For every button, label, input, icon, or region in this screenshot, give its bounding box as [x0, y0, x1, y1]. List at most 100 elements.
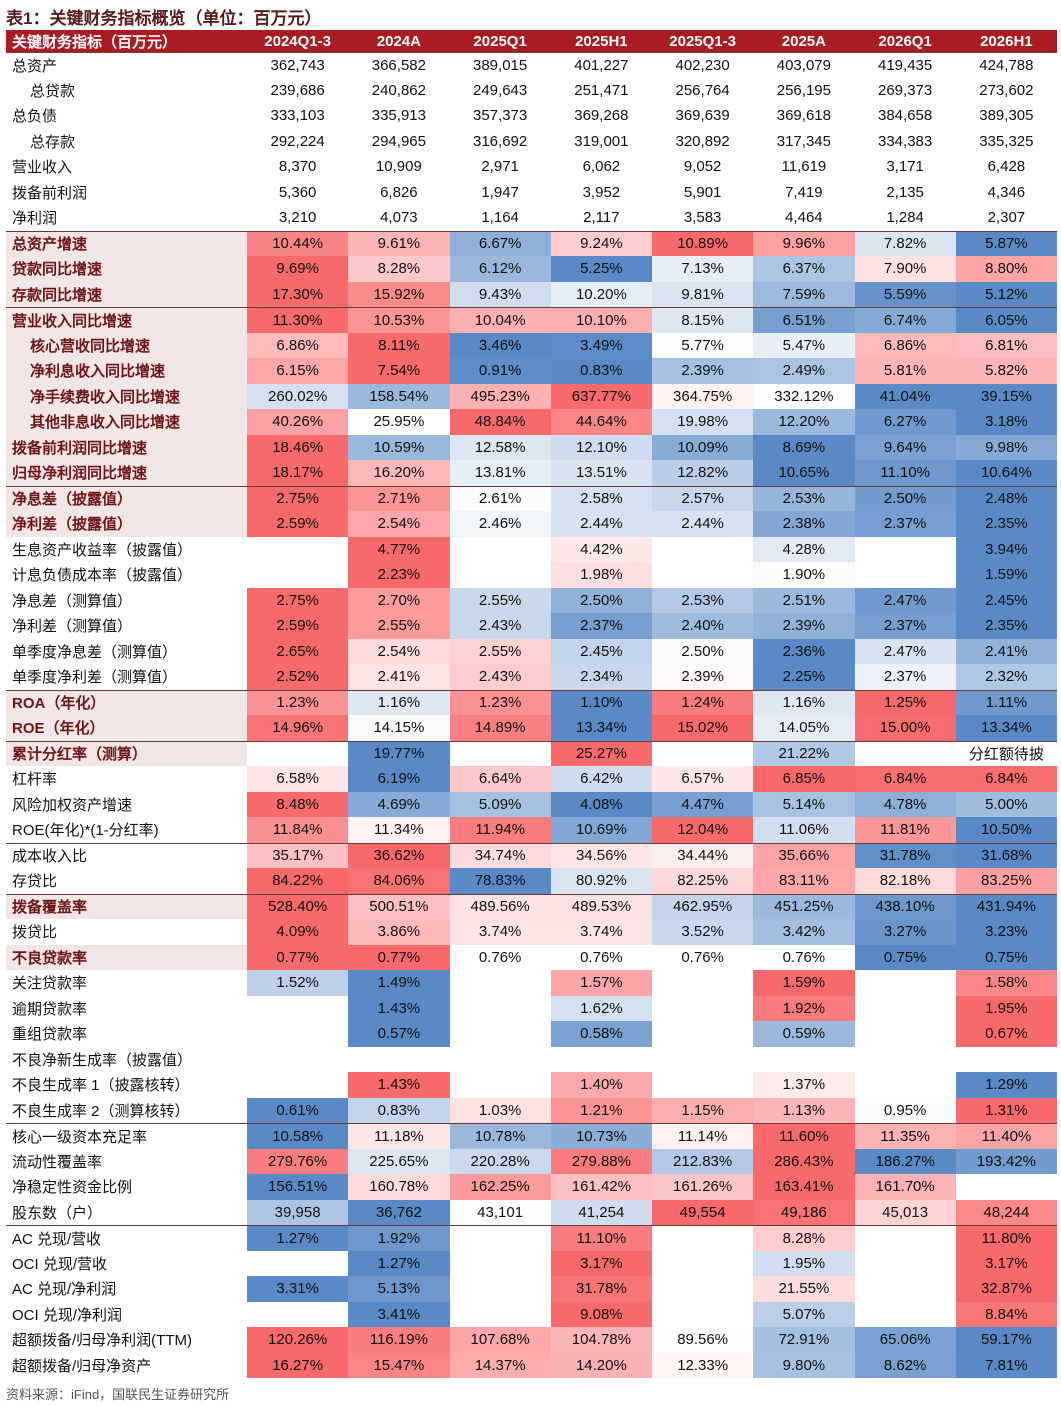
value-cell: 3.86% — [348, 919, 450, 945]
value-cell: 11.18% — [348, 1124, 450, 1149]
header-cell: 2024A — [376, 32, 421, 50]
table-row: 单季度净利差（测算值） 2.52% 2.41% 2.43% 2.34% 2.39% 2.25… — [6, 664, 1057, 690]
value-cell: 1.31% — [955, 1097, 1057, 1123]
value-cell — [652, 1226, 753, 1251]
value-cell: 0.76% — [753, 944, 855, 970]
table-row: 存贷比 84.22% 84.06% 78.83% 80.92% 82.25% 83.11% 8… — [6, 868, 1057, 894]
value-cell: 83.25% — [955, 868, 1057, 894]
value-cell: 6.42% — [550, 766, 652, 792]
value-cell: 11.06% — [753, 817, 855, 843]
table-row: 核心一级资本充足率 10.58% 11.18% 10.78% 10.73% 11.14% 1… — [6, 1123, 1057, 1149]
value-cell: 1.23% — [247, 690, 349, 715]
value-cell: 2.37% — [854, 511, 956, 537]
value-cell: 78.83% — [449, 868, 551, 894]
value-cell: 21.55% — [753, 1276, 855, 1302]
source-note: 资料来源：iFind，国联民生证券研究所 — [6, 1387, 230, 1402]
value-cell: 3,583 — [683, 209, 722, 227]
value-cell — [247, 1072, 348, 1098]
table-row: 营业收入 8,370 10,909 2,971 6,062 9,052 11,619 3,17… — [6, 154, 1057, 180]
value-cell: 2.71% — [348, 486, 450, 511]
row-label: 营业收入同比增速 — [6, 308, 247, 333]
value-cell: 11.80% — [955, 1226, 1057, 1251]
row-label: 单季度净利差（测算值） — [12, 669, 178, 687]
value-cell: 4.42% — [550, 536, 652, 562]
row-label: ROA（年化） — [6, 690, 247, 715]
value-cell: 34.44% — [652, 843, 754, 868]
value-cell: 2.32% — [955, 664, 1057, 690]
value-cell: 1.92% — [348, 1226, 450, 1251]
value-cell: 2.39% — [652, 664, 754, 690]
row-label: 净利息收入同比增速 — [6, 358, 247, 384]
value-cell: 3,171 — [886, 158, 924, 176]
table-row: OCI 兑现/净利润 3.41% 9.08% 5.07% 8.84% — [6, 1301, 1057, 1327]
value-cell — [652, 1072, 753, 1098]
value-cell — [855, 1021, 956, 1047]
row-label: 拨备前利润 — [12, 184, 88, 202]
value-cell: 6,428 — [987, 158, 1026, 176]
value-cell: 279.76% — [247, 1148, 349, 1174]
value-cell: 10,909 — [375, 158, 422, 176]
value-cell: 8.11% — [348, 332, 450, 358]
value-cell: 389,015 — [473, 56, 528, 74]
value-cell: 5.25% — [550, 256, 652, 282]
header-cell: 2025A — [781, 32, 826, 50]
value-cell: 3,210 — [278, 209, 317, 227]
table-row: 其他非息收入同比增速 40.26% 25.95% 48.84% 44.64% 19.98%… — [6, 409, 1057, 435]
value-cell: 6.05% — [955, 308, 1057, 333]
value-cell: 5,360 — [278, 183, 317, 201]
table-row: 逾期贷款率 1.43% 1.62% 1.92% 1.95% — [6, 995, 1057, 1022]
value-cell: 10.59% — [348, 434, 450, 460]
value-cell: 10.44% — [247, 231, 349, 256]
value-cell: 2.48% — [955, 486, 1057, 511]
value-cell: 256,195 — [776, 81, 831, 99]
value-cell: 2.53% — [753, 486, 855, 511]
value-cell: 462.95% — [652, 894, 754, 919]
table: 关键财务指标（百万元） 2024Q1-3 2024A 2025Q1 2025H1 2025… — [6, 30, 1057, 1378]
value-cell: 5.47% — [753, 332, 855, 358]
value-cell: 269,373 — [878, 81, 933, 99]
value-cell — [247, 1047, 348, 1073]
value-cell: 0.83% — [550, 358, 652, 384]
value-cell: 1.10% — [550, 690, 652, 715]
value-cell: 335,325 — [979, 132, 1034, 150]
value-cell: 1.52% — [247, 970, 349, 996]
value-cell: 4.69% — [348, 791, 450, 817]
row-label: 存款同比增速 — [6, 281, 247, 307]
value-cell: 18.46% — [247, 434, 349, 460]
value-cell: 4.77% — [348, 536, 450, 562]
value-cell: 5.14% — [753, 791, 855, 817]
table-row: 拨备前利润 5,360 6,826 1,947 3,952 5,901 7,419 2,135… — [6, 180, 1057, 206]
value-cell: 65.06% — [854, 1327, 956, 1353]
value-cell: 18.17% — [247, 460, 349, 486]
value-cell: 2.39% — [753, 613, 855, 639]
value-cell: 34.56% — [550, 843, 652, 868]
value-cell: 2.50% — [854, 486, 956, 511]
row-label: 净利差（测算值） — [12, 618, 133, 636]
table-row: 不良净新生成率（披露值） — [6, 1047, 1057, 1073]
value-cell — [247, 996, 348, 1022]
value-cell: 273,602 — [979, 81, 1034, 99]
value-cell: 5.09% — [449, 791, 551, 817]
value-cell: 3.49% — [550, 332, 652, 358]
value-cell: 2.54% — [348, 638, 450, 664]
value-cell: 2.59% — [247, 613, 349, 639]
value-cell: 11.81% — [854, 817, 956, 843]
row-label: 总存款 — [30, 133, 76, 151]
row-label: 重组贷款率 — [12, 1026, 88, 1044]
value-cell: 369,618 — [776, 107, 831, 125]
table-row: 重组贷款率 0.57% 0.58% 0.59% 0.67% — [6, 1021, 1057, 1047]
value-cell: 4,464 — [785, 209, 823, 227]
table-row: OCI 兑现/营收 1.27% 3.17% 1.95% 3.17% — [6, 1250, 1057, 1276]
table-row: 风险加权资产增速 8.48% 4.69% 5.09% 4.08% 4.47% 5.14% 4.… — [6, 791, 1057, 817]
row-label: 净利润 — [12, 210, 58, 228]
table-row: ROE(年化)*(1-分红率) 11.84% 11.34% 11.94% 10.69% 1… — [6, 817, 1057, 843]
value-cell: 3.46% — [449, 332, 551, 358]
value-cell: 7.81% — [955, 1352, 1057, 1378]
value-cell: 4.09% — [247, 919, 349, 945]
value-cell — [450, 1276, 551, 1302]
value-cell — [551, 1047, 652, 1073]
value-cell: 5.81% — [854, 358, 956, 384]
row-label: 关注贷款率 — [12, 975, 88, 993]
value-cell: 1.62% — [550, 995, 652, 1021]
